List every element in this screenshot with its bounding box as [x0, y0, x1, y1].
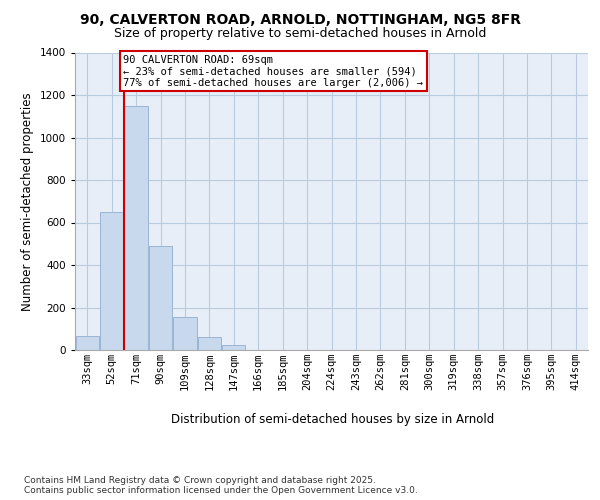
- Text: Contains HM Land Registry data © Crown copyright and database right 2025.
Contai: Contains HM Land Registry data © Crown c…: [24, 476, 418, 495]
- Y-axis label: Number of semi-detached properties: Number of semi-detached properties: [21, 92, 34, 310]
- Text: 90, CALVERTON ROAD, ARNOLD, NOTTINGHAM, NG5 8FR: 90, CALVERTON ROAD, ARNOLD, NOTTINGHAM, …: [79, 12, 521, 26]
- Bar: [198, 337, 221, 350]
- Text: Distribution of semi-detached houses by size in Arnold: Distribution of semi-detached houses by …: [172, 412, 494, 426]
- Bar: [100, 212, 123, 350]
- Text: 90 CALVERTON ROAD: 69sqm
← 23% of semi-detached houses are smaller (594)
77% of : 90 CALVERTON ROAD: 69sqm ← 23% of semi-d…: [123, 54, 423, 88]
- Text: Size of property relative to semi-detached houses in Arnold: Size of property relative to semi-detach…: [114, 28, 486, 40]
- Bar: [149, 246, 172, 350]
- Bar: [222, 344, 245, 350]
- Bar: [173, 317, 197, 350]
- Bar: [124, 106, 148, 350]
- Bar: [76, 336, 99, 350]
